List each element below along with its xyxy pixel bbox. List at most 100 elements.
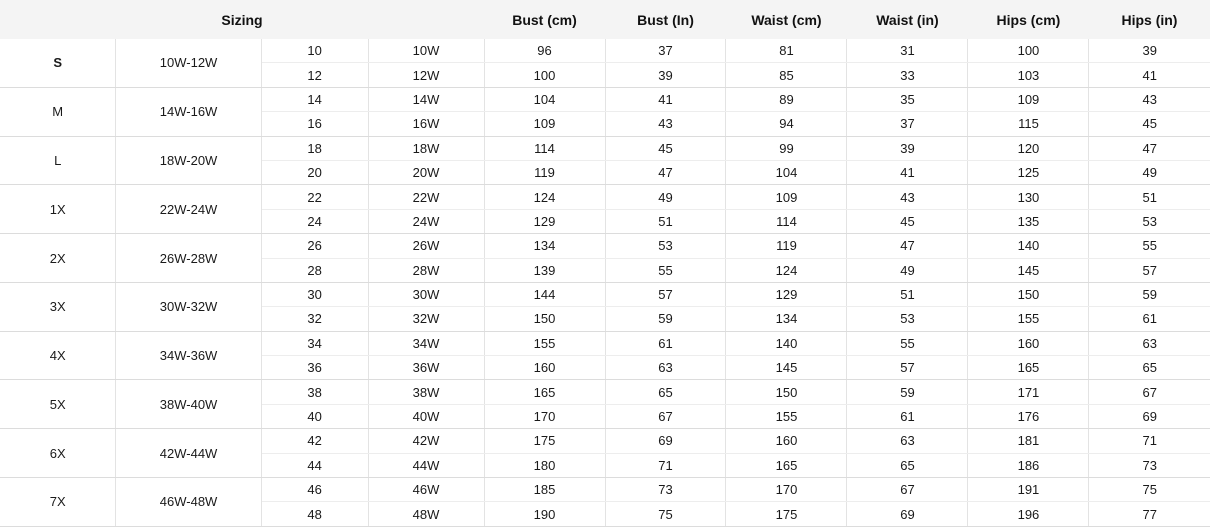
w-size-cell: 38W (368, 379, 485, 405)
measurement-cell-waist-in: 59 (846, 379, 969, 405)
measurement-cell-bust-cm: 160 (484, 355, 606, 381)
measurement-cell-hips-in: 59 (1088, 282, 1210, 308)
measurement-cell-waist-in: 67 (846, 477, 969, 503)
measurement-cell-hips-in: 67 (1088, 379, 1210, 405)
measurement-cell-bust-in: 71 (605, 453, 727, 479)
measurement-cell-waist-in: 55 (846, 331, 969, 357)
measurement-cell-hips-in: 65 (1088, 355, 1210, 381)
measurement-cell-bust-in: 73 (605, 477, 727, 503)
numeric-size-cell: 36 (261, 355, 369, 381)
measurement-cell-hips-in: 75 (1088, 477, 1210, 503)
measurement-cell-bust-in: 75 (605, 501, 727, 527)
measurement-cell-hips-in: 71 (1088, 428, 1210, 454)
numeric-size-cell: 34 (261, 331, 369, 357)
table-row: 3X 30W-32W 30 30W 144 57 129 51 150 59 (0, 282, 1210, 332)
w-size-cell: 42W (368, 428, 485, 454)
size-letter-cell: L (0, 136, 117, 186)
measurement-cell-waist-cm: 124 (725, 258, 848, 283)
numeric-size-cell: 40 (261, 404, 369, 430)
table-row: 1X 22W-24W 22 22W 124 49 109 43 130 51 (0, 184, 1210, 235)
size-range-cell: 38W-40W (115, 379, 262, 430)
measurement-cell-waist-cm: 99 (725, 136, 848, 161)
w-size-cell: 34W (368, 331, 485, 357)
measurement-cell-hips-cm: 155 (967, 306, 1090, 332)
w-size-cell: 18W (368, 136, 485, 161)
measurement-cell-waist-in: 39 (846, 136, 969, 161)
numeric-size-cell: 12 (261, 62, 369, 88)
measurement-cell-hips-cm: 186 (967, 453, 1090, 479)
measurement-cell-waist-cm: 160 (725, 428, 848, 454)
measurement-cell-bust-in: 37 (605, 39, 727, 64)
size-range-cell: 18W-20W (115, 136, 262, 186)
measurement-cell-hips-in: 47 (1088, 136, 1210, 161)
numeric-size-cell: 16 (261, 111, 369, 137)
measurement-cell-waist-cm: 119 (725, 233, 848, 259)
numeric-size-cell: 32 (261, 306, 369, 332)
numeric-size-cell: 24 (261, 209, 369, 235)
measurement-cell-waist-cm: 114 (725, 209, 848, 235)
measurement-cell-hips-cm: 130 (967, 184, 1090, 210)
measurement-cell-bust-cm: 185 (484, 477, 606, 503)
header-bust-in: Bust (In) (605, 0, 726, 39)
measurement-cell-waist-cm: 134 (725, 306, 848, 332)
size-range-cell: 14W-16W (115, 87, 262, 137)
measurement-cell-bust-cm: 134 (484, 233, 606, 259)
table-row: 24 24W 129 51 114 45 135 53 (0, 209, 1210, 235)
numeric-size-cell: 14 (261, 87, 369, 113)
measurement-cell-waist-cm: 94 (725, 111, 848, 137)
size-letter-cell: S (0, 39, 117, 88)
measurement-cell-hips-in: 39 (1088, 39, 1210, 64)
size-letter-cell: M (0, 87, 117, 137)
measurement-cell-waist-in: 63 (846, 428, 969, 454)
size-letter-cell: 7X (0, 477, 117, 527)
measurement-cell-hips-cm: 145 (967, 258, 1090, 283)
measurement-cell-waist-cm: 89 (725, 87, 848, 113)
measurement-cell-bust-cm: 190 (484, 501, 606, 527)
table-row: 4X 34W-36W 34 34W 155 61 140 55 160 63 (0, 331, 1210, 381)
table-row: 12 12W 100 39 85 33 103 41 (0, 62, 1210, 88)
measurement-cell-bust-in: 49 (605, 184, 727, 210)
table-row: M 14W-16W 14 14W 104 41 89 35 109 43 (0, 87, 1210, 137)
size-letter-cell: 2X (0, 233, 117, 283)
measurement-cell-bust-in: 43 (605, 111, 727, 137)
measurement-cell-waist-cm: 104 (725, 160, 848, 186)
measurement-cell-hips-cm: 171 (967, 379, 1090, 405)
measurement-cell-waist-in: 53 (846, 306, 969, 332)
measurement-cell-bust-cm: 119 (484, 160, 606, 186)
measurement-cell-hips-cm: 181 (967, 428, 1090, 454)
w-size-cell: 20W (368, 160, 485, 186)
measurement-cell-bust-cm: 129 (484, 209, 606, 235)
measurement-cell-bust-cm: 104 (484, 87, 606, 113)
w-size-cell: 32W (368, 306, 485, 332)
measurement-cell-hips-cm: 135 (967, 209, 1090, 235)
measurement-cell-bust-cm: 109 (484, 111, 606, 137)
measurement-cell-hips-in: 41 (1088, 62, 1210, 88)
measurement-cell-waist-in: 47 (846, 233, 969, 259)
measurement-cell-bust-in: 69 (605, 428, 727, 454)
measurement-cell-hips-cm: 160 (967, 331, 1090, 357)
numeric-size-cell: 42 (261, 428, 369, 454)
w-size-cell: 16W (368, 111, 485, 137)
size-range-cell: 34W-36W (115, 331, 262, 381)
measurement-cell-bust-cm: 96 (484, 39, 606, 64)
measurement-cell-hips-cm: 100 (967, 39, 1090, 64)
measurement-cell-bust-in: 55 (605, 258, 727, 283)
numeric-size-cell: 10 (261, 39, 369, 64)
measurement-cell-waist-cm: 150 (725, 379, 848, 405)
measurement-cell-waist-cm: 175 (725, 501, 848, 527)
measurement-cell-bust-in: 65 (605, 379, 727, 405)
measurement-cell-bust-in: 57 (605, 282, 727, 308)
measurement-cell-bust-cm: 150 (484, 306, 606, 332)
numeric-size-cell: 30 (261, 282, 369, 308)
numeric-size-cell: 28 (261, 258, 369, 283)
header-waist-in: Waist (in) (846, 0, 968, 39)
measurement-cell-bust-in: 59 (605, 306, 727, 332)
measurement-cell-hips-cm: 103 (967, 62, 1090, 88)
measurement-cell-bust-in: 45 (605, 136, 727, 161)
measurement-cell-hips-in: 57 (1088, 258, 1210, 283)
w-size-cell: 12W (368, 62, 485, 88)
measurement-cell-waist-in: 45 (846, 209, 969, 235)
measurement-cell-hips-cm: 120 (967, 136, 1090, 161)
w-size-cell: 48W (368, 501, 485, 527)
